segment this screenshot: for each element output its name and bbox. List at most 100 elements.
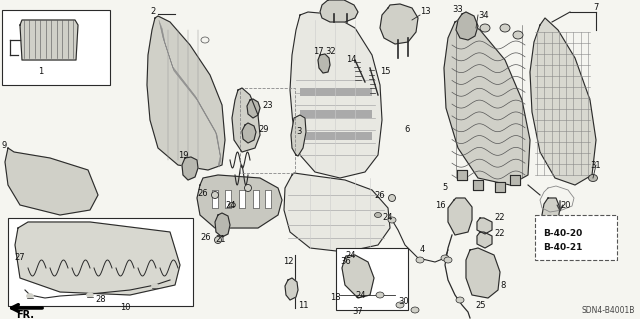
Text: 17: 17 <box>313 48 324 56</box>
Ellipse shape <box>500 24 510 32</box>
Text: 22: 22 <box>494 229 504 239</box>
Polygon shape <box>510 175 520 185</box>
Ellipse shape <box>416 257 424 263</box>
Text: B-40-20: B-40-20 <box>543 228 582 238</box>
Bar <box>2 10 110 85</box>
Text: 10: 10 <box>120 303 131 313</box>
Text: 31: 31 <box>591 160 602 169</box>
Bar <box>8 218 193 306</box>
FancyBboxPatch shape <box>535 215 617 260</box>
Polygon shape <box>342 255 374 298</box>
Polygon shape <box>147 16 225 170</box>
Text: 19: 19 <box>178 152 189 160</box>
Text: 15: 15 <box>380 68 390 77</box>
Polygon shape <box>320 0 358 22</box>
Text: 29: 29 <box>258 125 269 135</box>
Text: 8: 8 <box>500 280 506 290</box>
Bar <box>239 190 245 208</box>
Text: 28: 28 <box>95 295 106 305</box>
Text: FR.: FR. <box>16 310 34 319</box>
Polygon shape <box>530 18 596 185</box>
Text: 27: 27 <box>14 254 24 263</box>
Text: 25: 25 <box>475 300 486 309</box>
Ellipse shape <box>376 292 384 298</box>
Text: 30: 30 <box>398 298 408 307</box>
Text: 32: 32 <box>325 48 335 56</box>
Polygon shape <box>466 248 500 298</box>
Ellipse shape <box>244 184 252 191</box>
Polygon shape <box>5 148 98 215</box>
Polygon shape <box>15 222 180 295</box>
Text: 33: 33 <box>452 5 463 14</box>
Polygon shape <box>473 180 483 190</box>
Polygon shape <box>448 198 472 235</box>
Text: 3: 3 <box>296 128 301 137</box>
Polygon shape <box>215 213 230 237</box>
Ellipse shape <box>463 28 473 36</box>
Text: 9: 9 <box>2 140 7 150</box>
Polygon shape <box>247 99 260 118</box>
Ellipse shape <box>480 24 490 32</box>
Bar <box>253 190 259 208</box>
Ellipse shape <box>441 255 449 261</box>
Text: 24: 24 <box>345 251 355 261</box>
Text: 16: 16 <box>435 201 445 210</box>
Text: 26: 26 <box>197 189 207 197</box>
Polygon shape <box>242 123 256 143</box>
Bar <box>300 132 372 140</box>
Text: 2: 2 <box>150 8 156 17</box>
Bar <box>336 248 408 310</box>
Bar <box>300 88 372 96</box>
Text: 4: 4 <box>420 246 425 255</box>
Polygon shape <box>477 232 492 248</box>
Text: 11: 11 <box>298 300 308 309</box>
Text: 24: 24 <box>355 291 365 300</box>
Polygon shape <box>285 278 298 300</box>
Ellipse shape <box>388 195 396 202</box>
Ellipse shape <box>513 31 523 39</box>
Text: 7: 7 <box>593 4 598 12</box>
Ellipse shape <box>388 217 396 223</box>
Ellipse shape <box>444 257 452 263</box>
Bar <box>212 190 218 208</box>
Text: 26: 26 <box>374 191 385 201</box>
Polygon shape <box>197 175 282 228</box>
Polygon shape <box>477 218 492 234</box>
Text: 20: 20 <box>560 201 570 210</box>
Text: 12: 12 <box>283 257 294 266</box>
Ellipse shape <box>214 236 221 243</box>
Text: 23: 23 <box>262 100 273 109</box>
Text: 36: 36 <box>340 257 351 266</box>
Text: 24: 24 <box>382 213 392 222</box>
Text: 14: 14 <box>346 56 356 64</box>
Polygon shape <box>20 20 78 60</box>
Polygon shape <box>182 157 198 180</box>
Text: 34: 34 <box>478 11 488 19</box>
Polygon shape <box>290 12 382 178</box>
Text: 1: 1 <box>38 68 44 77</box>
Ellipse shape <box>589 174 598 182</box>
Text: 22: 22 <box>494 213 504 222</box>
Polygon shape <box>542 198 560 228</box>
Ellipse shape <box>374 212 381 218</box>
Polygon shape <box>456 12 478 40</box>
Text: 5: 5 <box>442 183 447 192</box>
Text: 21: 21 <box>215 235 225 244</box>
Polygon shape <box>318 54 330 73</box>
Ellipse shape <box>456 297 464 303</box>
Bar <box>265 190 271 208</box>
Polygon shape <box>284 173 390 252</box>
Ellipse shape <box>86 293 93 298</box>
Text: 24: 24 <box>225 201 236 210</box>
Text: 26: 26 <box>200 234 211 242</box>
Polygon shape <box>444 18 530 185</box>
Polygon shape <box>380 4 418 44</box>
Bar <box>240 88 295 173</box>
Text: B-40-21: B-40-21 <box>543 243 582 253</box>
Polygon shape <box>495 182 505 192</box>
Ellipse shape <box>152 284 159 288</box>
Text: 37: 37 <box>352 308 363 316</box>
Bar <box>225 190 231 208</box>
Polygon shape <box>457 170 467 180</box>
Polygon shape <box>291 115 306 156</box>
